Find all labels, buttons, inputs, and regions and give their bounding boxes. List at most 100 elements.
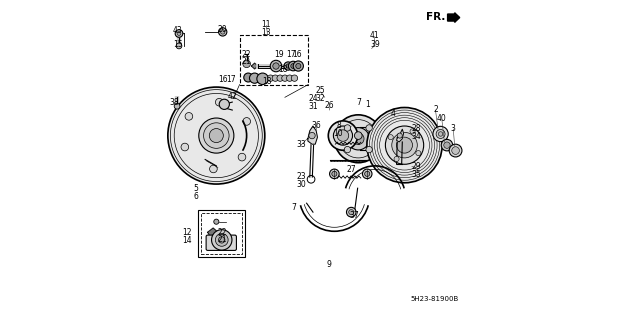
- Text: 37: 37: [349, 211, 359, 220]
- Text: 40: 40: [437, 114, 447, 123]
- Text: 17: 17: [226, 75, 236, 84]
- Text: 35: 35: [412, 170, 421, 179]
- Polygon shape: [252, 63, 258, 69]
- Text: 21: 21: [242, 57, 252, 66]
- Text: 33: 33: [296, 140, 306, 149]
- Circle shape: [212, 230, 232, 250]
- Circle shape: [284, 62, 292, 70]
- Circle shape: [257, 73, 268, 85]
- Text: FR.: FR.: [426, 11, 445, 22]
- Circle shape: [416, 151, 421, 156]
- Text: 4: 4: [390, 109, 395, 118]
- Circle shape: [181, 143, 189, 151]
- Circle shape: [177, 32, 181, 35]
- Text: 43: 43: [173, 26, 182, 35]
- Text: 19: 19: [274, 50, 284, 59]
- Circle shape: [250, 73, 260, 83]
- Circle shape: [366, 125, 372, 131]
- Circle shape: [344, 125, 351, 131]
- FancyBboxPatch shape: [206, 235, 236, 250]
- Text: 41: 41: [370, 31, 380, 40]
- Text: 26: 26: [324, 101, 333, 110]
- Circle shape: [176, 43, 182, 49]
- Circle shape: [367, 108, 442, 183]
- Text: 34: 34: [412, 132, 421, 141]
- Circle shape: [438, 132, 443, 136]
- Text: 30: 30: [296, 180, 306, 189]
- Circle shape: [344, 146, 351, 153]
- Circle shape: [174, 103, 180, 109]
- Text: 18: 18: [278, 65, 288, 74]
- Circle shape: [444, 142, 450, 148]
- Circle shape: [436, 130, 445, 138]
- Text: 38: 38: [169, 98, 179, 107]
- Text: 2: 2: [433, 105, 438, 114]
- Circle shape: [204, 123, 229, 148]
- Text: 15: 15: [173, 40, 182, 48]
- Circle shape: [349, 210, 354, 215]
- Text: 14: 14: [182, 236, 191, 245]
- Text: 13: 13: [262, 28, 271, 37]
- Circle shape: [385, 126, 424, 164]
- Circle shape: [337, 130, 349, 141]
- Text: 6: 6: [194, 192, 198, 201]
- Text: 12: 12: [182, 228, 191, 237]
- Circle shape: [366, 146, 372, 153]
- Text: 9: 9: [326, 260, 332, 269]
- Circle shape: [244, 73, 253, 82]
- Circle shape: [243, 118, 250, 125]
- Circle shape: [291, 75, 298, 81]
- Circle shape: [289, 61, 298, 71]
- Circle shape: [219, 99, 229, 109]
- Circle shape: [287, 75, 293, 81]
- Circle shape: [220, 30, 225, 34]
- Text: 5: 5: [194, 184, 198, 193]
- Text: 20: 20: [218, 25, 227, 34]
- Circle shape: [394, 156, 399, 161]
- Text: 39: 39: [370, 40, 380, 48]
- Circle shape: [216, 234, 228, 246]
- Circle shape: [330, 169, 339, 179]
- Text: 27: 27: [346, 165, 356, 174]
- Circle shape: [273, 63, 279, 69]
- Polygon shape: [308, 126, 317, 144]
- Text: 16: 16: [218, 75, 228, 84]
- Text: 7: 7: [291, 204, 296, 212]
- Circle shape: [388, 135, 393, 140]
- Circle shape: [268, 75, 274, 81]
- Polygon shape: [208, 228, 218, 236]
- Circle shape: [175, 30, 183, 37]
- Text: 32: 32: [316, 94, 326, 103]
- Text: 10: 10: [333, 129, 343, 138]
- Circle shape: [216, 98, 223, 106]
- Circle shape: [346, 207, 356, 217]
- Text: 22: 22: [218, 228, 227, 237]
- Circle shape: [214, 219, 219, 224]
- Circle shape: [286, 64, 290, 68]
- Circle shape: [441, 139, 452, 151]
- Text: 23: 23: [296, 172, 306, 181]
- Text: 11: 11: [262, 20, 271, 29]
- Text: 21: 21: [218, 235, 227, 244]
- Text: 25: 25: [316, 86, 326, 95]
- Text: 24: 24: [309, 94, 319, 103]
- Circle shape: [410, 129, 415, 134]
- Circle shape: [293, 61, 303, 71]
- Text: 16: 16: [292, 50, 302, 59]
- Circle shape: [397, 137, 413, 153]
- Text: 3: 3: [451, 124, 456, 133]
- Circle shape: [433, 126, 448, 142]
- Circle shape: [218, 237, 225, 243]
- Circle shape: [328, 121, 358, 150]
- Circle shape: [332, 171, 337, 176]
- Text: 22: 22: [242, 50, 252, 59]
- Circle shape: [362, 169, 372, 179]
- FancyArrow shape: [447, 13, 460, 22]
- Circle shape: [218, 28, 227, 36]
- Circle shape: [238, 153, 246, 161]
- Circle shape: [185, 113, 193, 120]
- Polygon shape: [397, 129, 404, 142]
- Circle shape: [199, 118, 234, 153]
- Circle shape: [270, 60, 282, 72]
- Circle shape: [355, 132, 362, 139]
